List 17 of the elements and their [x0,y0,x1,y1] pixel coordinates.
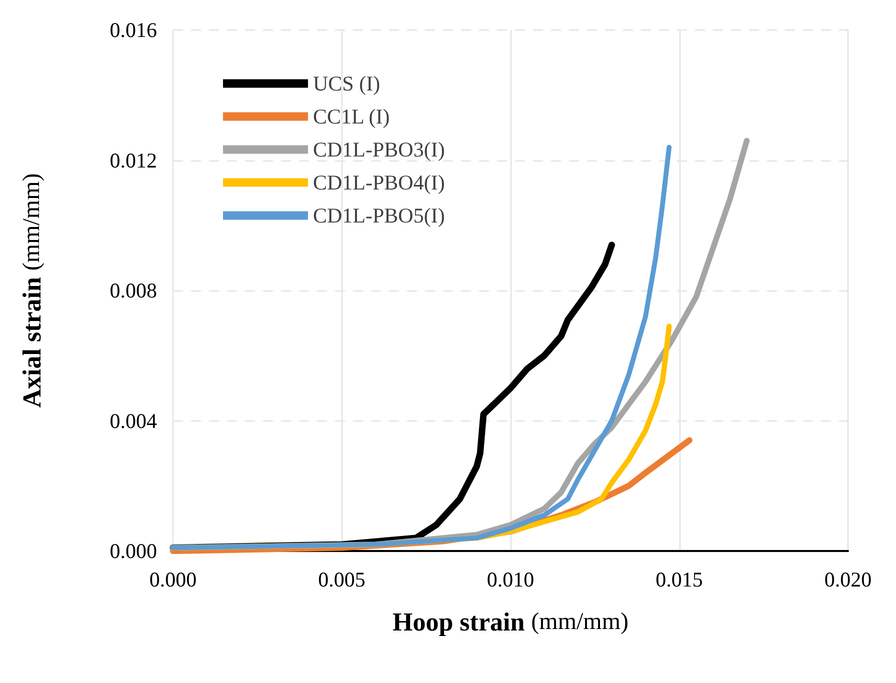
y-tick-label: 0.004 [110,408,158,433]
legend-label: CD1L-PBO4(I) [313,170,445,194]
x-tick-label: 0.020 [824,568,872,592]
legend-label: UCS (I) [313,72,380,96]
legend-label: CC1L (I) [313,104,390,128]
legend-label: CD1L-PBO3(I) [313,138,445,162]
y-tick-label: 0.012 [110,148,157,172]
y-tick-label: 0.016 [110,18,157,42]
x-tick-label: 0.005 [318,568,366,592]
legend-label: CD1L-PBO5(I) [313,204,445,228]
x-tick-label: 0.015 [656,568,703,592]
y-axis-title: Axial strain (mm/mm) [18,173,46,408]
x-axis-title: Hoop strain (mm/mm) [392,608,629,636]
x-tick-label: 0.010 [486,568,534,592]
x-tick-label: 0.000 [149,568,197,592]
y-tick-label: 0.000 [110,539,157,563]
y-tick-label: 0.008 [110,278,157,302]
